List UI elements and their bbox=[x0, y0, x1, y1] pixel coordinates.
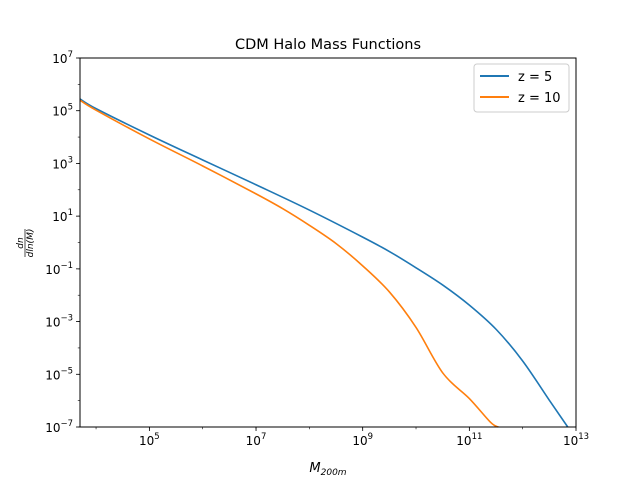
y-tick-label: 105 bbox=[52, 103, 73, 119]
y-tick-label-base: 10 bbox=[52, 157, 67, 171]
y-tick-label-base: 10 bbox=[45, 263, 60, 277]
series-line-z10 bbox=[79, 99, 499, 428]
y-tick-label-base: 10 bbox=[45, 316, 60, 330]
y-tick-label-base: 10 bbox=[45, 421, 60, 435]
x-axis-ticks: 105 107 109 1011 1013 bbox=[95, 427, 589, 448]
x-tick-label-base: 10 bbox=[352, 434, 367, 448]
x-tick-label-base: 10 bbox=[246, 434, 261, 448]
x-tick-label-exp: 13 bbox=[578, 432, 589, 442]
x-tick-label-exp: 11 bbox=[472, 432, 483, 442]
y-tick-label: 10−5 bbox=[45, 366, 73, 382]
y-tick-label: 101 bbox=[52, 208, 73, 224]
y-tick-label-exp: 3 bbox=[68, 155, 73, 165]
y-tick-label-exp: −7 bbox=[60, 419, 73, 429]
x-tick-label: 105 bbox=[139, 432, 160, 448]
x-tick-label-base: 10 bbox=[139, 434, 154, 448]
y-tick-label: 10−1 bbox=[45, 261, 73, 277]
chart-title: CDM Halo Mass Functions bbox=[235, 37, 421, 53]
y-tick-label-base: 10 bbox=[52, 52, 67, 66]
x-tick-label: 109 bbox=[352, 432, 373, 448]
y-tick-label-exp: −3 bbox=[60, 314, 73, 324]
x-tick-label: 1011 bbox=[456, 432, 482, 448]
x-tick-label: 1013 bbox=[563, 432, 589, 448]
y-tick-label: 103 bbox=[52, 155, 73, 171]
y-axis-label-denominator: dln(M) bbox=[26, 229, 36, 258]
y-tick-label: 107 bbox=[52, 50, 73, 66]
x-axis-label: M200m bbox=[309, 461, 346, 478]
y-tick-label-exp: −5 bbox=[60, 366, 73, 376]
y-tick-label-exp: 7 bbox=[68, 50, 73, 60]
y-tick-label: 10−3 bbox=[45, 314, 73, 330]
y-tick-label: 10−7 bbox=[45, 419, 73, 435]
y-tick-label-exp: 5 bbox=[68, 103, 73, 113]
series-layer bbox=[79, 98, 569, 428]
x-tick-label-exp: 7 bbox=[261, 432, 266, 442]
x-tick-label-exp: 9 bbox=[368, 432, 373, 442]
y-tick-label-base: 10 bbox=[52, 105, 67, 119]
y-tick-label-exp: 1 bbox=[68, 208, 73, 218]
y-tick-label-exp: −1 bbox=[60, 261, 73, 271]
x-tick-label-base: 10 bbox=[563, 434, 578, 448]
x-axis-label-sub: 200m bbox=[321, 468, 347, 478]
y-axis-label: dn dln(M) bbox=[16, 229, 36, 258]
legend-label-z10: z = 10 bbox=[518, 91, 561, 106]
y-tick-label-base: 10 bbox=[52, 210, 67, 224]
legend-label-z5: z = 5 bbox=[518, 70, 552, 85]
x-axis-label-base: M bbox=[309, 461, 320, 476]
x-tick-label-base: 10 bbox=[456, 434, 471, 448]
y-axis-label-numerator: dn bbox=[16, 237, 26, 249]
x-tick-label: 107 bbox=[246, 432, 267, 448]
y-tick-label-base: 10 bbox=[45, 368, 60, 382]
x-tick-label-exp: 5 bbox=[154, 432, 159, 442]
legend: z = 5 z = 10 bbox=[473, 63, 570, 113]
series-line-z5 bbox=[79, 98, 569, 428]
